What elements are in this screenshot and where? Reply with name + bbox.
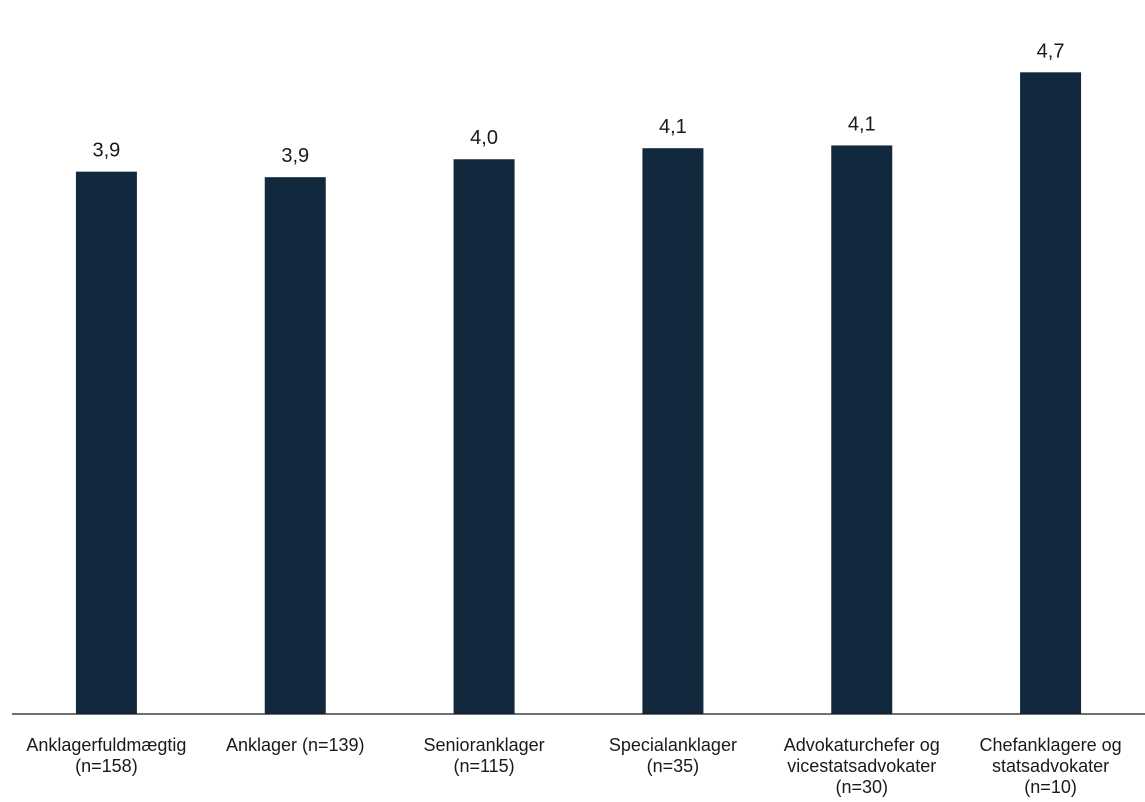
category-label-line: Advokaturchefer og xyxy=(784,735,940,755)
bar-1 xyxy=(75,171,137,714)
category-label-line: (n=10) xyxy=(1024,777,1077,797)
data-label-2: 3,9 xyxy=(281,145,309,167)
data-label-4: 4,1 xyxy=(659,116,687,138)
category-label-2: Anklager (n=139) xyxy=(226,735,365,755)
category-label-line: (n=30) xyxy=(835,777,888,797)
data-label-1: 3,9 xyxy=(93,140,121,162)
data-label-6: 4,7 xyxy=(1037,40,1065,62)
bar-3 xyxy=(453,159,515,715)
category-label-line: statsadvokater xyxy=(992,756,1109,776)
category-label-line: Anklager (n=139) xyxy=(226,735,365,755)
category-label-line: Chefanklagere og xyxy=(980,735,1122,755)
bar-4 xyxy=(642,148,704,714)
category-label-line: Anklagerfuldmægtig xyxy=(26,735,186,755)
category-label-line: (n=115) xyxy=(453,756,514,776)
category-label-1: Anklagerfuldmægtig (n=158) xyxy=(26,735,186,776)
category-label-line: vicestatsadvokater xyxy=(787,756,936,776)
category-label-line: (n=35) xyxy=(647,756,700,776)
bars-group xyxy=(75,72,1082,715)
category-label-line: (n=158) xyxy=(75,756,138,776)
category-label-4: Specialanklager (n=35) xyxy=(609,735,737,776)
bar-5 xyxy=(831,145,893,714)
category-label-line: Senioranklager xyxy=(424,735,545,755)
category-label-line: Specialanklager xyxy=(609,735,737,755)
bar-6 xyxy=(1020,72,1082,715)
category-label-6: Chefanklagere og statsadvokater (n=10) xyxy=(980,735,1122,797)
category-label-3: Senioranklager (n=115) xyxy=(424,735,545,776)
category-labels-group: Anklagerfuldmægtig (n=158) Anklager (n=139… xyxy=(26,735,1121,797)
bar-2 xyxy=(264,177,326,714)
value-labels-group: 3,9 3,9 4,0 4,1 4,1 4,7 xyxy=(93,40,1065,167)
category-label-5: Advokaturchefer og vicestatsadvokater (n=3… xyxy=(784,735,940,797)
data-label-5: 4,1 xyxy=(848,113,876,135)
data-label-3: 4,0 xyxy=(470,127,498,149)
